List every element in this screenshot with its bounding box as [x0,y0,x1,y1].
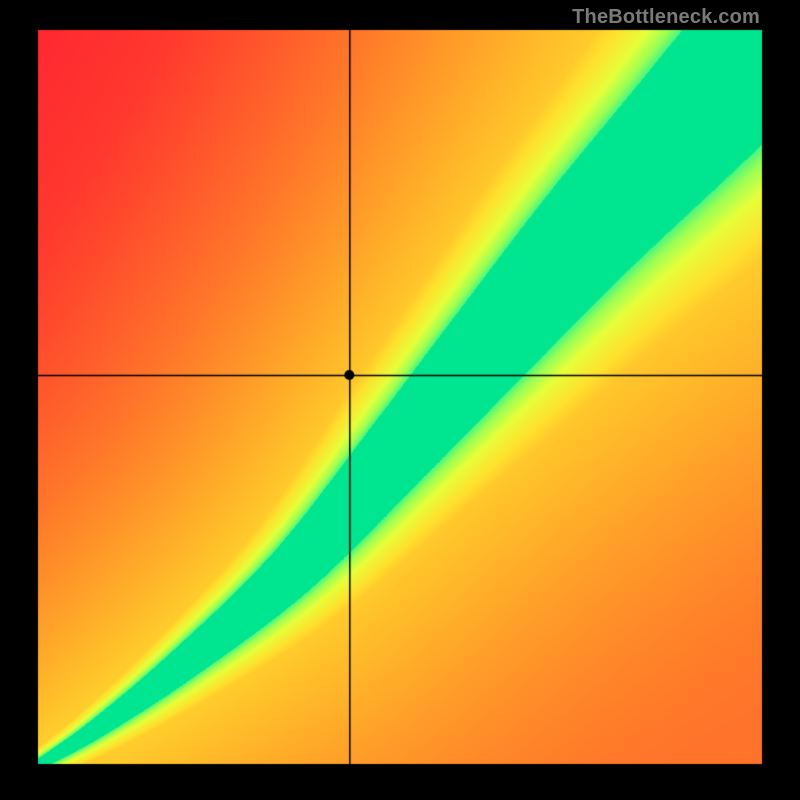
chart-frame: TheBottleneck.com [0,0,800,800]
bottleneck-heatmap [0,0,800,800]
